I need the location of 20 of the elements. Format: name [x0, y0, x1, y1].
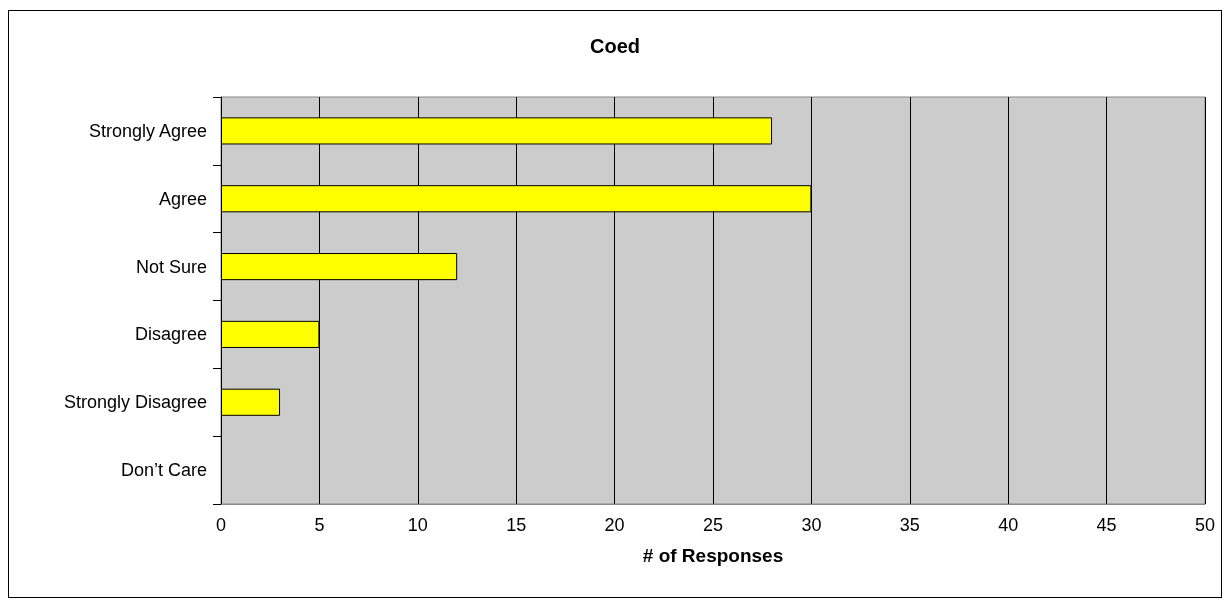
y-tick-label: Disagree	[134, 324, 207, 345]
x-tick-label: 25	[702, 515, 724, 535]
x-tick-label: 50	[1194, 515, 1216, 535]
bar	[221, 388, 281, 416]
x-tick-label: 0	[215, 515, 227, 535]
x-tick-label: 30	[801, 515, 822, 535]
chart-title: Coed	[590, 35, 640, 57]
x-tick-label: 10	[407, 515, 428, 535]
x-tick-label: 20	[604, 515, 625, 535]
y-tick-label: Not Sure	[135, 256, 207, 277]
y-tick-label: Agree	[158, 188, 207, 209]
x-tick-label: 45	[1096, 515, 1117, 535]
y-tick-label: Strongly Disagree	[63, 392, 207, 413]
y-tick-label: Strongly Agree	[88, 120, 207, 141]
x-axis-title: # of Responses	[642, 545, 784, 566]
y-tick-label: Don’t Care	[120, 460, 207, 481]
x-tick-label: 5	[314, 515, 325, 535]
x-tick-label: 15	[506, 515, 527, 535]
x-tick-label: 35	[899, 515, 920, 535]
x-tick-label: 40	[998, 515, 1019, 535]
